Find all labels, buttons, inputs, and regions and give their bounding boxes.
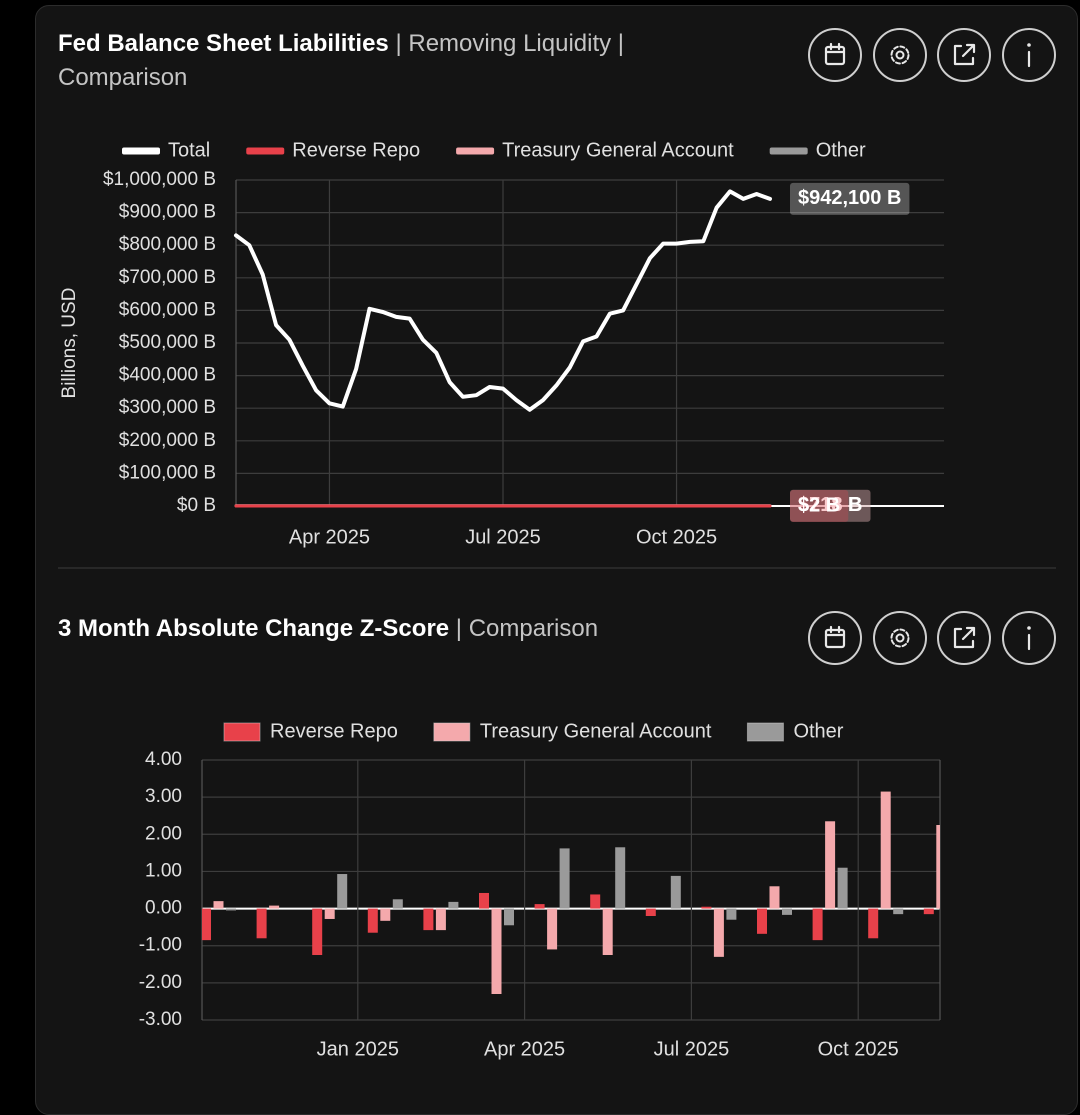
y-tick-label: 4.00 <box>145 749 182 770</box>
chart-title: Fed Balance Sheet Liabilities <box>58 30 389 57</box>
bar <box>670 875 681 909</box>
y-tick-label: $300,000 B <box>119 397 216 418</box>
bar <box>202 908 211 941</box>
toolbar <box>807 27 1057 83</box>
y-tick-label: 3.00 <box>145 786 182 807</box>
legend-swatch <box>246 147 285 155</box>
bar <box>312 908 323 955</box>
x-tick-label: Apr 2025 <box>289 526 370 548</box>
value-label: $218 B <box>798 494 863 516</box>
y-tick-label: 1.00 <box>145 860 182 881</box>
y-tick-label: $1,000,000 B <box>103 169 216 190</box>
legend-swatch <box>456 147 495 155</box>
legend-label: Other <box>816 139 866 161</box>
bar <box>534 904 545 909</box>
y-tick-label: $500,000 B <box>119 332 216 353</box>
x-tick-label: Oct 2025 <box>818 1038 899 1060</box>
y-tick-label: -1.00 <box>139 935 182 956</box>
bar <box>893 908 904 915</box>
x-tick-label: Apr 2025 <box>484 1038 565 1060</box>
bar <box>479 892 489 909</box>
bar <box>256 908 267 939</box>
y-tick-label: $0 B <box>177 495 216 516</box>
bar <box>713 908 724 957</box>
bar <box>435 908 446 931</box>
bar <box>645 908 656 916</box>
value-label: $2 B <box>798 494 840 516</box>
bar <box>782 908 792 915</box>
y-tick-label: 0.00 <box>145 898 182 919</box>
bar <box>423 908 434 931</box>
legend-label: Reverse Repo <box>292 139 420 161</box>
bar <box>448 901 459 909</box>
bar <box>769 886 780 909</box>
bar <box>324 908 335 919</box>
value-label-box <box>790 489 871 522</box>
bar <box>380 908 391 921</box>
chart-header: Fed Balance Sheet Liabilities | Removing… <box>58 27 718 95</box>
bar <box>337 874 348 909</box>
series-line <box>234 189 772 412</box>
bar <box>868 908 879 939</box>
bar <box>615 847 626 909</box>
bar <box>213 901 224 909</box>
legend-label: Total <box>168 139 210 161</box>
y-axis-label: Billions, USD <box>59 288 80 399</box>
y-tick-label: -2.00 <box>139 972 182 993</box>
y-tick-label: 2.00 <box>145 823 182 844</box>
legend-label: Other <box>793 720 843 742</box>
y-tick-label: $100,000 B <box>119 462 216 483</box>
y-tick-label: $200,000 B <box>119 430 216 451</box>
bar <box>812 908 823 941</box>
bar <box>825 821 836 909</box>
legend-swatch <box>433 722 471 742</box>
bar <box>757 908 767 934</box>
legend-swatch <box>122 147 160 155</box>
bar <box>367 908 378 933</box>
bar <box>590 894 601 909</box>
x-tick-label: Oct 2025 <box>636 526 717 548</box>
chart-header: 3 Month Absolute Change Z-Score | Compar… <box>58 612 718 646</box>
value-label: $718 B <box>798 494 863 516</box>
bar <box>880 791 891 909</box>
x-tick-label: Jan 2025 <box>317 1038 399 1060</box>
bar <box>602 908 613 955</box>
bar <box>701 906 712 909</box>
legend-label: Reverse Repo <box>270 720 398 742</box>
bar <box>269 905 280 909</box>
bar <box>392 899 403 909</box>
bar <box>936 825 940 909</box>
bar <box>726 908 737 920</box>
legend-label: Treasury General Account <box>480 720 712 742</box>
value-label-box <box>790 489 871 522</box>
x-tick-label: Jul 2025 <box>654 1038 730 1060</box>
bar <box>559 848 570 909</box>
y-tick-label: $600,000 B <box>119 299 216 320</box>
toolbar <box>807 610 1057 666</box>
chart-subtitle: | Removing Liquidity | Comparison <box>58 30 625 91</box>
value-label-box <box>790 489 849 522</box>
bar <box>226 908 236 911</box>
y-tick-label: $400,000 B <box>119 365 216 386</box>
chart-title: 3 Month Absolute Change Z-Score <box>58 615 450 642</box>
value-label: $942,100 B <box>798 187 901 209</box>
bar <box>837 867 848 909</box>
bar <box>547 908 558 950</box>
chart-subtitle: | Comparison <box>455 615 599 642</box>
y-tick-label: $900,000 B <box>119 202 216 223</box>
bar <box>504 908 514 926</box>
x-tick-label: Jul 2025 <box>465 526 541 548</box>
value-label-box <box>790 182 910 215</box>
legend-swatch <box>769 147 808 155</box>
legend-swatch <box>223 722 261 742</box>
legend-label: Treasury General Account <box>502 139 734 161</box>
y-tick-label: -3.00 <box>139 1009 182 1030</box>
bar <box>491 908 502 994</box>
y-tick-label: $800,000 B <box>119 234 216 255</box>
bar <box>923 908 934 915</box>
y-tick-label: $700,000 B <box>119 267 216 288</box>
legend-swatch <box>746 722 784 742</box>
